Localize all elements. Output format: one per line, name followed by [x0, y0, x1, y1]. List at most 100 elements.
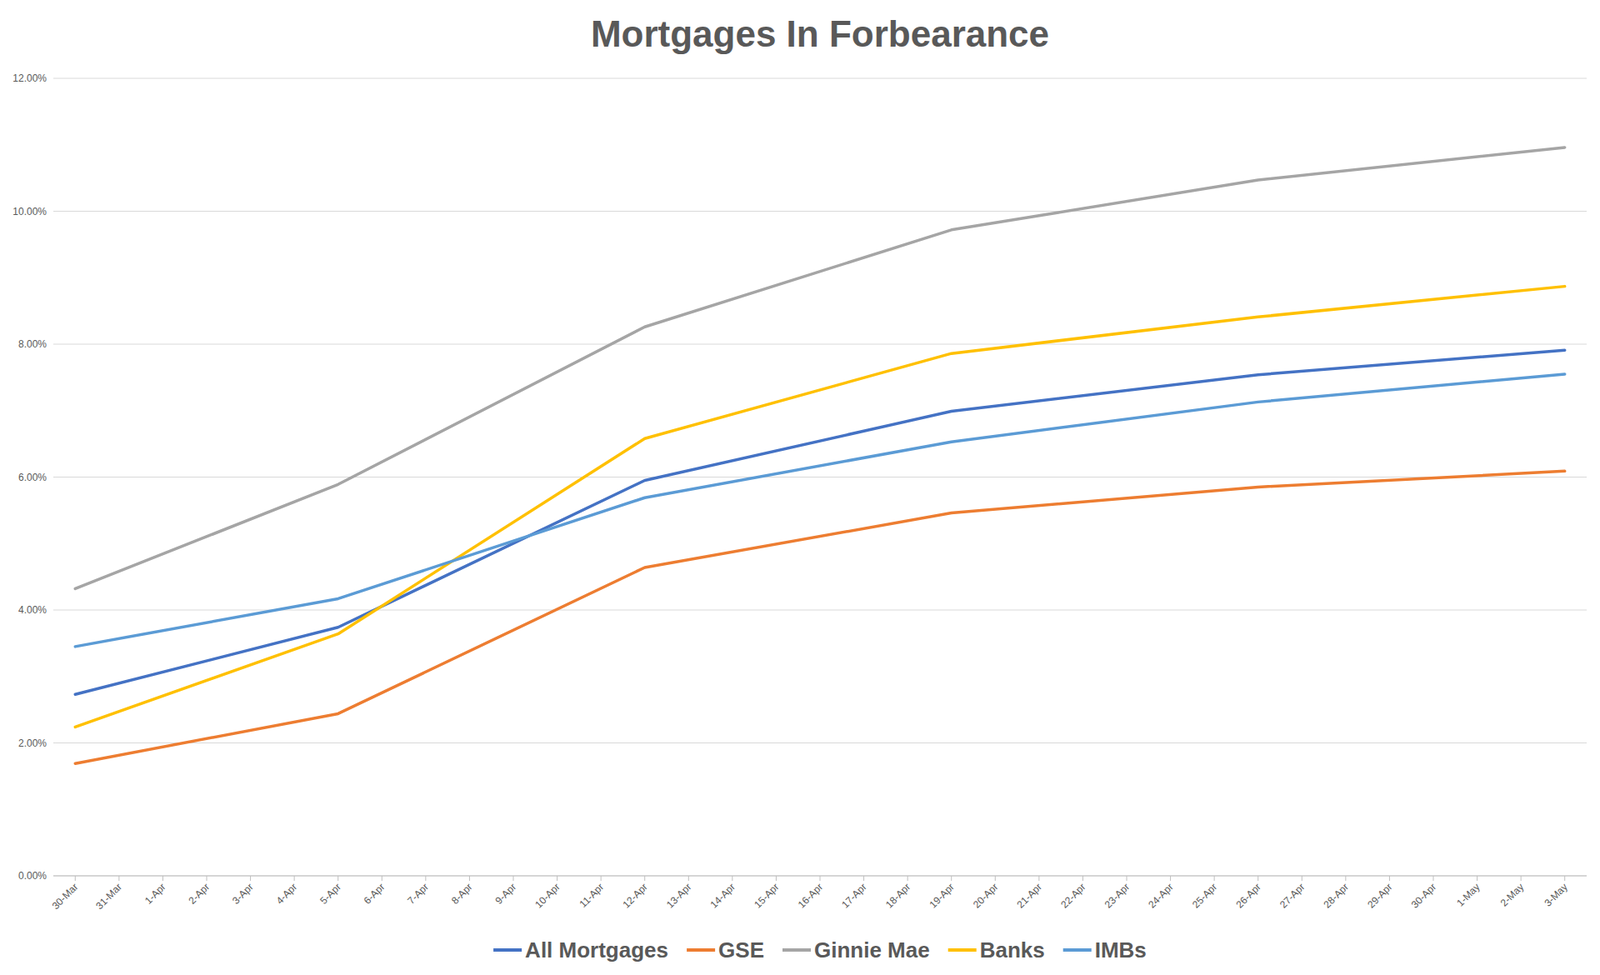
legend-label: IMBs [1095, 937, 1147, 963]
x-tick [250, 875, 251, 881]
x-tick [337, 875, 339, 881]
x-tick [469, 875, 470, 881]
x-tick [907, 875, 909, 881]
x-tick [75, 875, 76, 881]
grid-line [53, 78, 1587, 80]
x-tick-label: 30-Apr [1409, 880, 1439, 910]
x-tick [1476, 875, 1478, 881]
y-tick-label: 2.00% [18, 737, 47, 750]
x-tick-label: 16-Apr [795, 880, 825, 910]
x-tick-label: 17-Apr [839, 880, 869, 910]
x-tick-label: 28-Apr [1321, 880, 1351, 910]
x-tick-label: 13-Apr [664, 880, 694, 910]
legend: All MortgagesGSEGinnie MaeBanksIMBs [493, 937, 1147, 963]
x-tick-label: 2-Apr [185, 880, 212, 907]
y-tick-label: 8.00% [18, 338, 47, 350]
x-tick-label: 15-Apr [751, 880, 781, 910]
x-tick [1170, 875, 1171, 881]
x-tick-label: 7-Apr [405, 880, 431, 907]
series-line [75, 350, 1565, 695]
x-tick-label: 26-Apr [1233, 880, 1263, 910]
x-tick-label: 8-Apr [449, 880, 475, 907]
x-tick [425, 875, 426, 881]
legend-item: Banks [948, 937, 1045, 963]
x-tick [1345, 875, 1346, 881]
x-tick [1214, 875, 1215, 881]
x-tick [1038, 875, 1040, 881]
x-tick-label: 14-Apr [708, 880, 738, 910]
x-tick [118, 875, 120, 881]
x-tick-label: 21-Apr [1015, 880, 1045, 910]
legend-label: All Mortgages [525, 937, 669, 963]
legend-item: All Mortgages [493, 937, 669, 963]
chart: Mortgages In Forbearance 0.00% 2.00% 4.00% 6… [0, 0, 1600, 975]
x-tick [600, 875, 602, 881]
x-tick-label: 27-Apr [1277, 880, 1307, 910]
series-line [75, 374, 1565, 647]
grid-line [53, 210, 1587, 212]
y-tick-label: 4.00% [18, 604, 47, 616]
legend-label: GSE [718, 937, 765, 963]
series-line [75, 286, 1565, 728]
legend-item: IMBs [1063, 937, 1147, 963]
x-tick [381, 875, 383, 881]
x-tick [1520, 875, 1522, 881]
x-tick [1257, 875, 1259, 881]
x-tick-label: 29-Apr [1365, 880, 1395, 910]
y-tick-label: 0.00% [18, 870, 47, 882]
x-tick-label: 19-Apr [926, 880, 956, 910]
x-tick-label: 24-Apr [1145, 880, 1175, 910]
x-tick [1301, 875, 1303, 881]
x-tick-label: 22-Apr [1058, 880, 1088, 910]
x-tick [556, 875, 558, 881]
x-tick-label: 1-Apr [142, 880, 169, 907]
x-tick-label: 6-Apr [361, 880, 388, 907]
title: Mortgages In Forbearance [590, 13, 1050, 55]
x-tick-label: 25-Apr [1190, 880, 1220, 910]
x-tick [950, 875, 952, 881]
x-tick-label: 5-Apr [317, 880, 344, 907]
grid-line [53, 742, 1587, 744]
x-tick [1433, 875, 1435, 881]
x-tick [1126, 875, 1128, 881]
x-tick-label: 30-Mar [50, 880, 81, 912]
x-tick [688, 875, 690, 881]
x-tick-label: 1-May [1454, 880, 1482, 909]
y-tick-label: 12.00% [12, 72, 47, 85]
legend-swatch [948, 948, 977, 952]
x-tick-label: 20-Apr [970, 880, 1000, 910]
x-tick [731, 875, 733, 881]
grid-line [53, 476, 1587, 478]
x-tick-label: 2-May [1498, 880, 1526, 909]
x-tick [820, 875, 821, 881]
legend-item: GSE [686, 937, 765, 963]
x-tick [513, 875, 515, 881]
x-tick [162, 875, 164, 881]
x-tick-label: 18-Apr [883, 880, 913, 910]
x-tick [1389, 875, 1390, 881]
x-tick-label: 12-Apr [620, 880, 650, 910]
x-tick-label: 4-Apr [274, 880, 300, 907]
x-tick-label: 31-Mar [93, 880, 125, 912]
y-tick-label: 6.00% [18, 471, 47, 484]
x-tick [644, 875, 645, 881]
series-line [75, 470, 1565, 764]
series-line [75, 147, 1565, 590]
y-tick-label: 10.00% [12, 205, 47, 218]
legend-swatch [1063, 948, 1092, 952]
x-tick-label: 10-Apr [532, 880, 562, 910]
x-tick [206, 875, 208, 881]
legend-swatch [782, 948, 811, 952]
x-tick-label: 3-May [1541, 880, 1570, 909]
x-tick [1082, 875, 1084, 881]
x-tick-label: 9-Apr [492, 880, 519, 907]
x-tick [863, 875, 865, 881]
legend-swatch [493, 948, 522, 952]
x-tick [294, 875, 295, 881]
x-tick [775, 875, 777, 881]
x-tick-label: 3-Apr [230, 880, 256, 907]
grid-line [53, 344, 1587, 345]
legend-swatch [686, 948, 715, 952]
x-tick-label: 23-Apr [1102, 880, 1132, 910]
x-tick [1564, 875, 1565, 881]
